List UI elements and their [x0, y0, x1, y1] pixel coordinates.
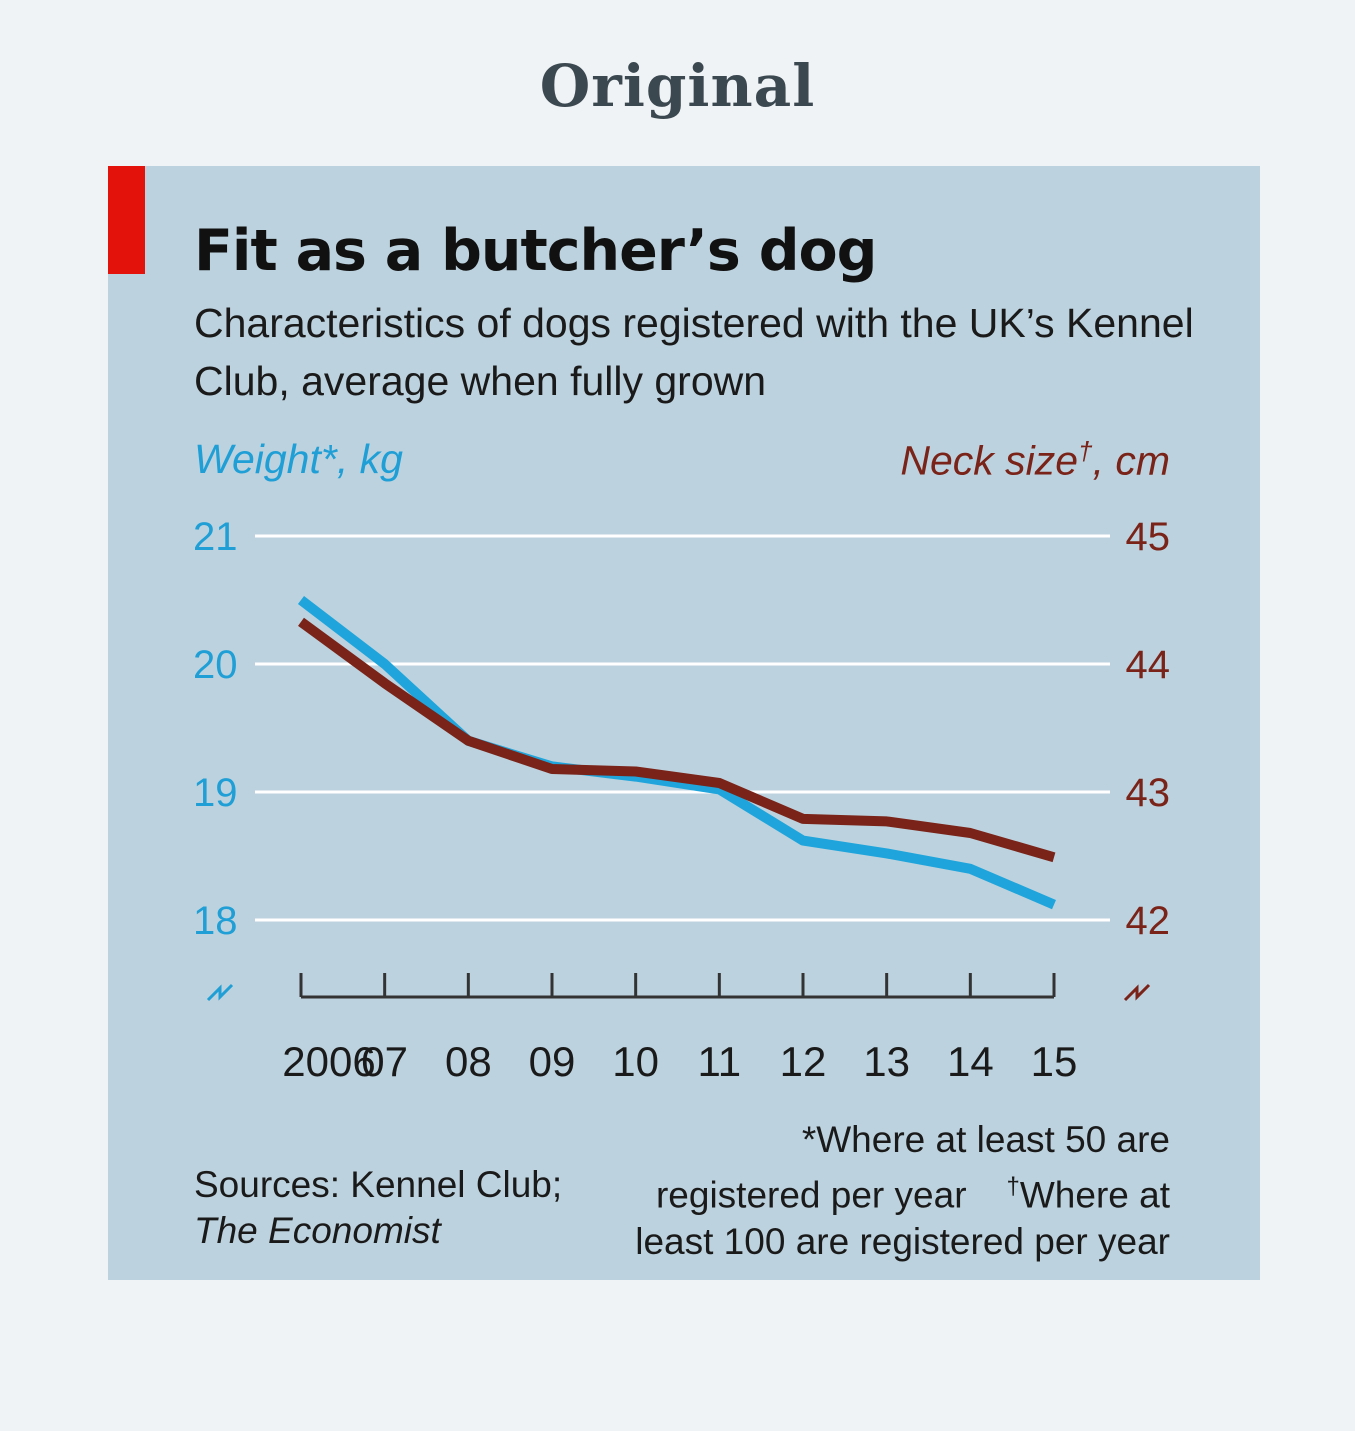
footnote-line-2a: registered per year [655, 1174, 967, 1216]
right-axis-title: Neck size†, cm [900, 436, 1170, 485]
x-tick-label: 10 [612, 1038, 659, 1085]
page-heading: Original [539, 52, 816, 120]
chart-title: Fit as a butcher’s dog [194, 218, 877, 284]
right-tick-label: 43 [1126, 771, 1171, 815]
right-tick-label: 44 [1126, 643, 1171, 687]
x-tick-label: 13 [863, 1038, 910, 1085]
red-tab-decoration [108, 166, 145, 274]
x-tick-label: 07 [361, 1038, 408, 1085]
right-axis-title-part1: Neck size [900, 437, 1079, 484]
footnote-line-1: *Where at least 50 are [801, 1119, 1170, 1160]
left-tick-label: 18 [193, 899, 238, 943]
footnote-line-2b: Where at [1019, 1174, 1170, 1216]
x-tick-label: 2006 [282, 1038, 375, 1085]
neck-size-series-line [298, 617, 1056, 863]
left-tick-label: 19 [193, 771, 238, 815]
x-tick-label: 15 [1031, 1038, 1078, 1085]
right-axis-dagger: † [1078, 436, 1093, 466]
footnote: *Where at least 50 are registered per ye… [570, 1116, 1170, 1265]
x-tick-label: 12 [780, 1038, 827, 1085]
right-axis-break-icon [1123, 983, 1151, 1002]
x-tick-label: 09 [529, 1038, 576, 1085]
source-line-2: The Economist [194, 1210, 441, 1251]
left-axis-title: Weight*, kg [194, 436, 403, 482]
left-tick-label: 21 [193, 515, 238, 559]
source-note: Sources: Kennel Club; The Economist [194, 1162, 562, 1254]
left-axis-break-icon [206, 983, 234, 1002]
right-tick-label: 45 [1126, 515, 1171, 559]
dagger-mark: † [1006, 1173, 1020, 1200]
left-tick-label: 20 [193, 643, 238, 687]
right-axis-title-part2: , cm [1092, 437, 1170, 484]
source-line-1: Sources: Kennel Club; [194, 1164, 563, 1205]
chart-subtitle: Characteristics of dogs registered with … [194, 300, 1194, 404]
footnote-line-2: registered per year †Where at [570, 1163, 1170, 1218]
weight-series-line [297, 596, 1056, 910]
chart-panel: Fit as a butcher’s dog Characteristics o… [108, 166, 1260, 1280]
x-tick-label: 08 [445, 1038, 492, 1085]
x-tick-label: 14 [947, 1038, 994, 1085]
x-tick-label: 11 [698, 1038, 742, 1085]
right-tick-label: 42 [1126, 899, 1171, 943]
footnote-line-3: least 100 are registered per year [635, 1221, 1170, 1263]
